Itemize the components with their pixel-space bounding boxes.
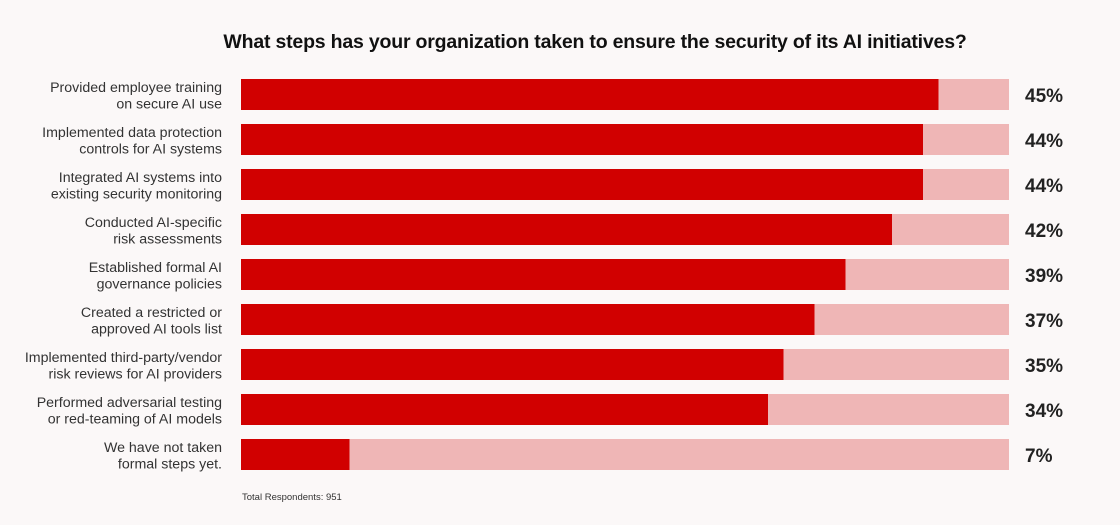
category-label: Implemented third-party/vendor risk revie… [25, 350, 222, 383]
footnote: Total Respondents: 951 [242, 492, 342, 503]
bar [241, 439, 350, 470]
data-label: 39% [1025, 266, 1063, 287]
data-label: 44% [1025, 131, 1063, 152]
category-label: Established formal AI governance policies [89, 260, 222, 293]
category-label: Implemented data protection controls for … [42, 125, 222, 158]
data-label: 34% [1025, 401, 1063, 422]
bar [241, 394, 768, 425]
category-label: Performed adversarial testing or red-team… [37, 395, 222, 428]
bar [241, 259, 846, 290]
data-label: 7% [1025, 446, 1053, 467]
data-label: 37% [1025, 311, 1063, 332]
bar [241, 169, 923, 200]
data-label: 45% [1025, 86, 1063, 107]
data-label: 42% [1025, 221, 1063, 242]
category-label: Created a restricted or approved AI tools… [81, 305, 222, 338]
chart-title: What steps has your organization taken t… [223, 31, 967, 53]
bar [241, 124, 923, 155]
data-label: 44% [1025, 176, 1063, 197]
bar [241, 79, 939, 110]
category-label: Provided employee training on secure AI u… [50, 80, 222, 113]
category-label: Integrated AI systems into existing secur… [51, 170, 222, 203]
bar [241, 349, 784, 380]
bar [241, 214, 892, 245]
category-label: Conducted AI-specific risk assessments [85, 215, 222, 248]
data-label: 35% [1025, 356, 1063, 377]
bar-track [241, 439, 1009, 470]
bar [241, 304, 815, 335]
category-label: We have not taken formal steps yet. [104, 440, 222, 473]
